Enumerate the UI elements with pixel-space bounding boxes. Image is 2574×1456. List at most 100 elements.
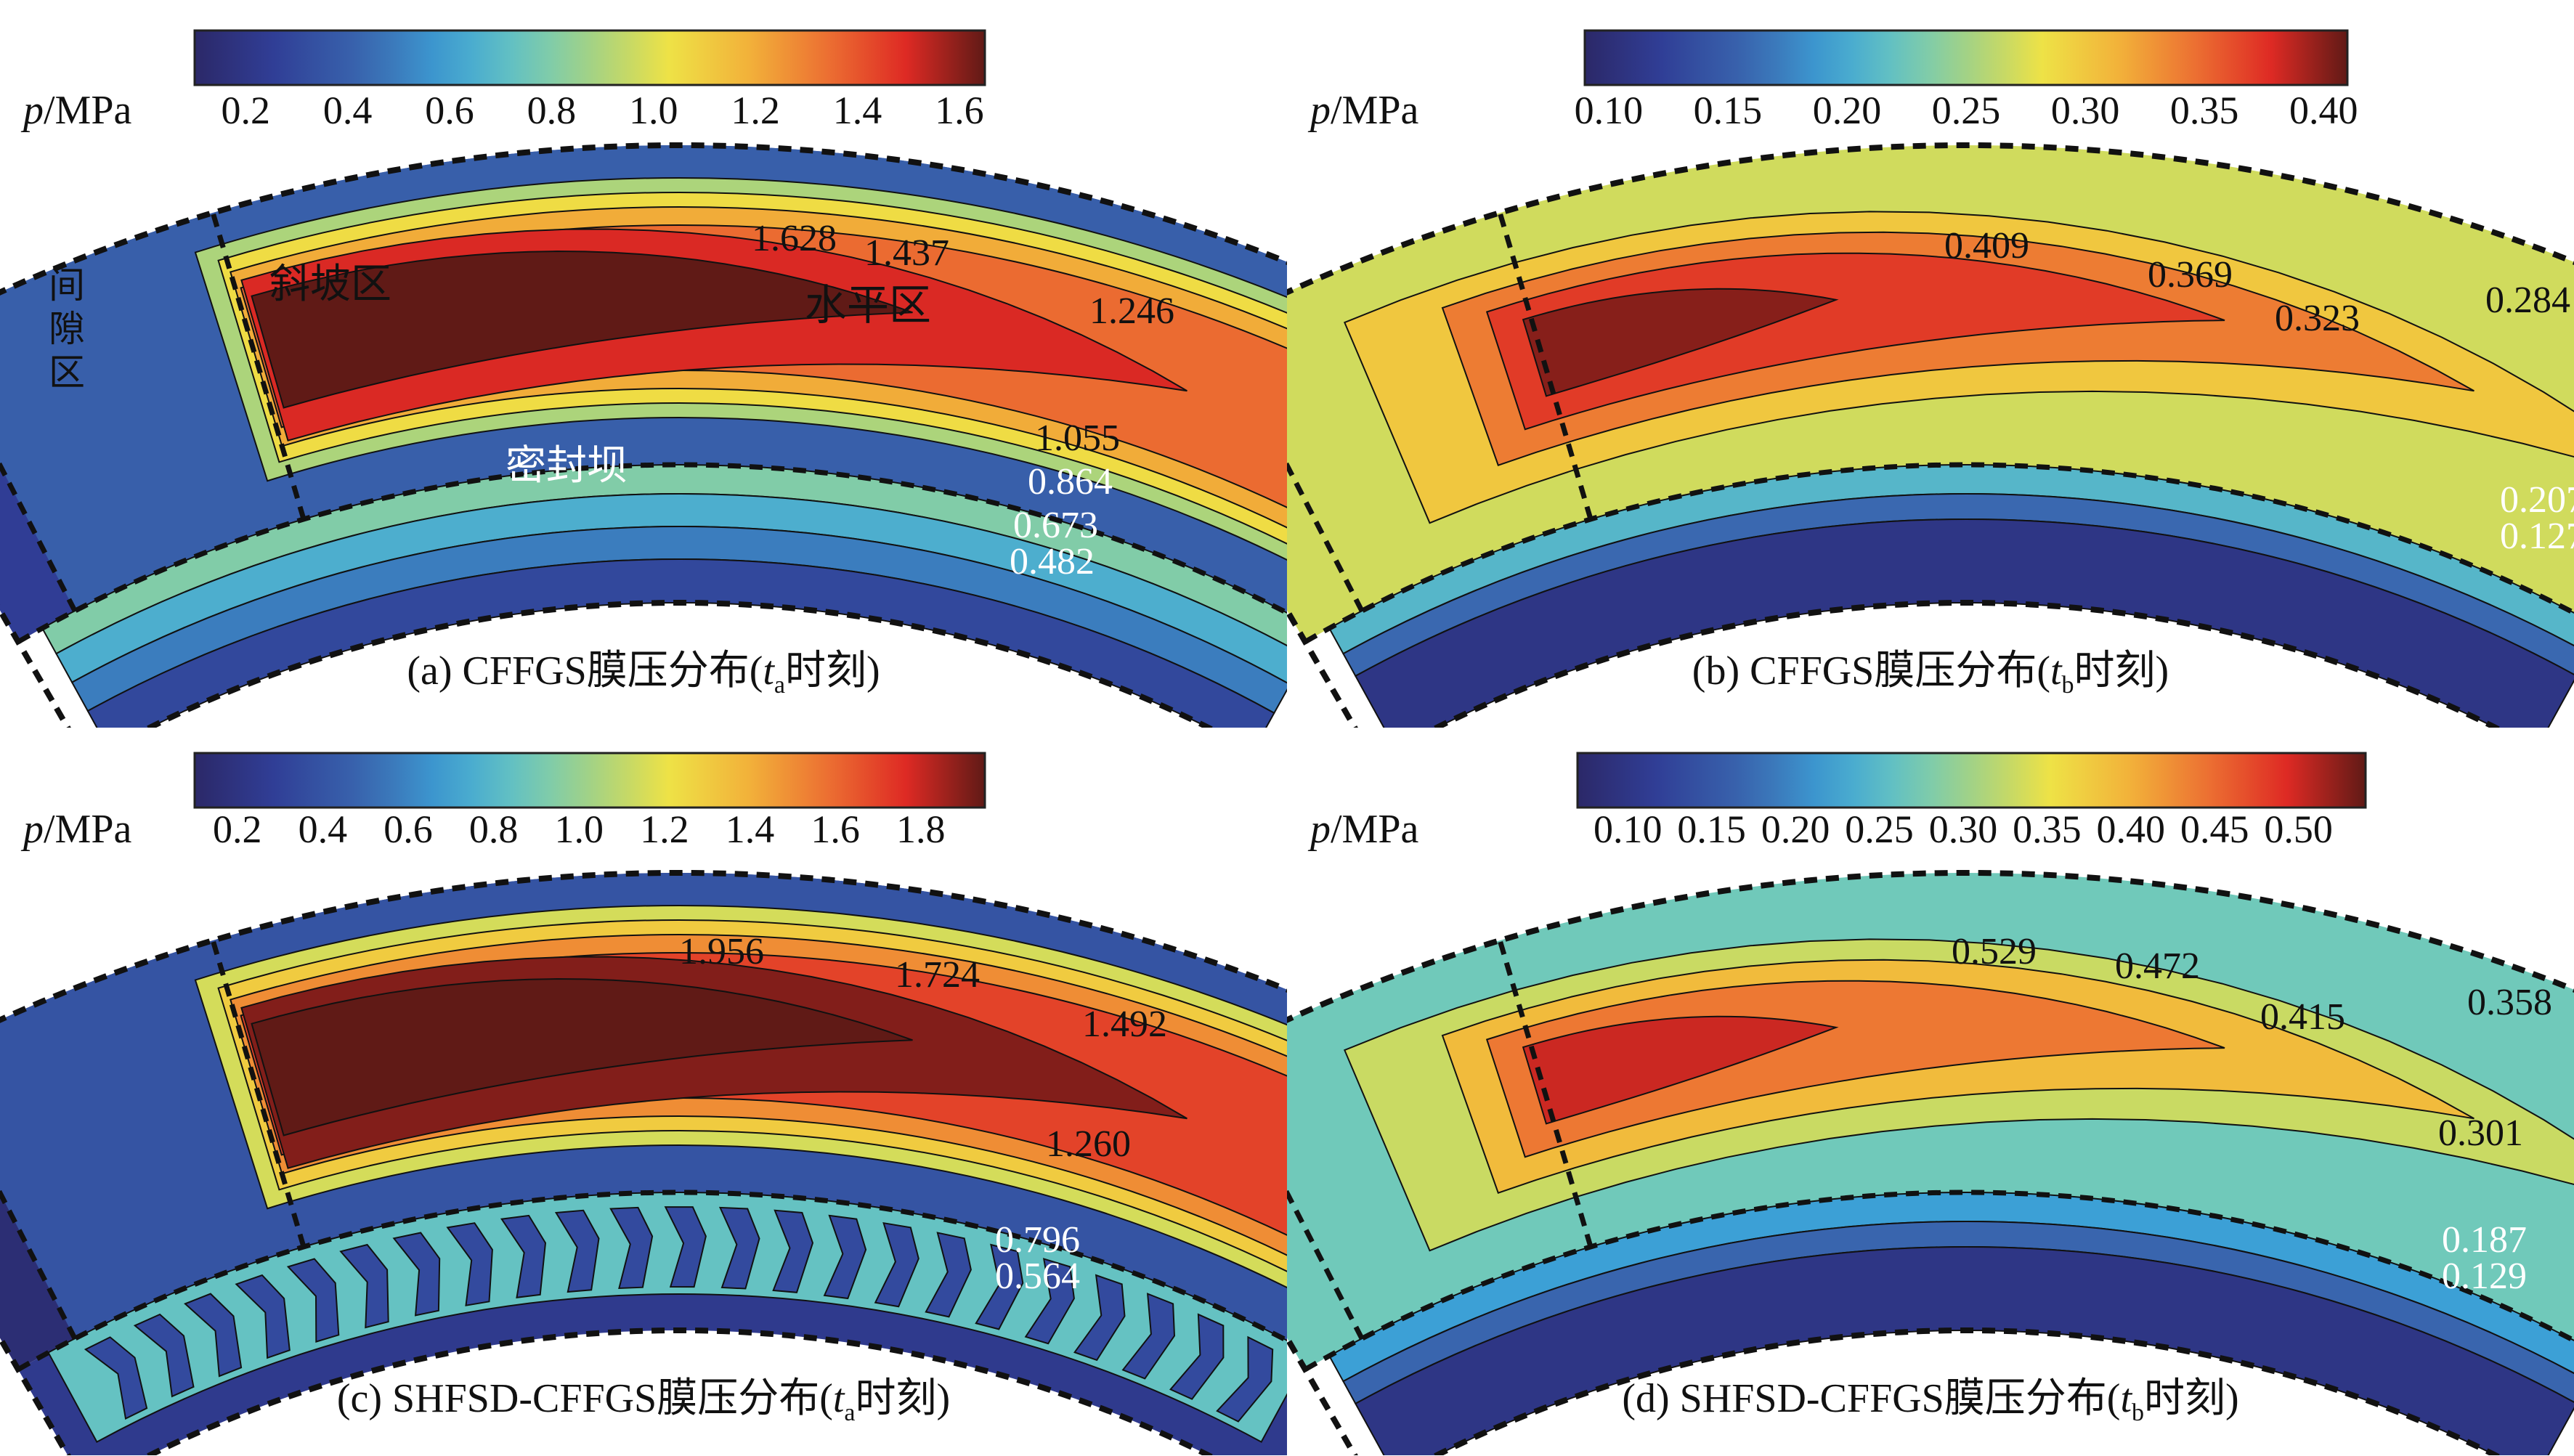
colorbar-tick-label: 0.25 xyxy=(1932,89,2001,132)
colorbar-unit-label: p/MPa xyxy=(1307,88,1418,133)
colorbar-tick-label: 0.45 xyxy=(2180,808,2249,851)
colorbar-tick-label: 0.15 xyxy=(1677,808,1746,851)
chart-svg: p/MPa 0.10 0.15 0.20 0.25 0.30 0.35 0.40 0.45 0.5… xyxy=(1287,752,2574,1455)
contour-value-label: 0.796 xyxy=(995,1219,1080,1261)
contour-value-label: 0.564 xyxy=(995,1256,1080,1297)
clearance-boundary-line xyxy=(1287,460,1365,612)
colorbar-tick-label: 0.20 xyxy=(1813,89,1882,132)
panel-a: p/MPa 0.2 0.4 0.6 0.8 1.0 1.2 1.4 1.6 间隙区 斜坡区 水平区 密封… xyxy=(0,0,1287,728)
caption-time-symbol: t xyxy=(2120,1376,2132,1421)
caption-text: 时刻) xyxy=(785,648,880,694)
spiral-groove xyxy=(1073,1274,1126,1362)
domain-boundary xyxy=(1287,870,2574,1455)
pressure-contour xyxy=(251,977,913,1136)
contour-value-label: 1.437 xyxy=(864,232,949,274)
region-label-clearance: 隙 xyxy=(49,309,85,349)
spiral-groove xyxy=(392,1232,441,1317)
spiral-groove xyxy=(235,1274,291,1359)
caption-time-symbol: t xyxy=(2050,648,2062,694)
colorbar-tick-label: 0.15 xyxy=(1694,89,1763,132)
colorbar-tick-label: 0.25 xyxy=(1845,808,1914,851)
contour-value-label: 0.529 xyxy=(1952,931,2037,972)
spiral-groove xyxy=(874,1221,919,1308)
contour-value-label: 1.055 xyxy=(1035,418,1120,459)
colorbar-tick-label: 1.4 xyxy=(833,89,882,132)
panel-caption: (b) CFFGS膜压分布(tb时刻) xyxy=(1287,638,2574,699)
domain-boundary xyxy=(0,142,1287,728)
caption-time-subscript: b xyxy=(2132,1399,2145,1427)
contour-value-label: 0.129 xyxy=(2442,1256,2527,1297)
domain-boundary xyxy=(0,870,1287,1455)
spiral-groove xyxy=(184,1293,243,1378)
colorbar-tick-label: 1.0 xyxy=(629,89,678,132)
caption-text: (a) CFFGS膜压分布( xyxy=(407,648,763,694)
clearance-boundary-line xyxy=(1287,1187,1365,1340)
spiral-groove xyxy=(823,1214,867,1300)
spiral-groove xyxy=(718,1206,760,1290)
spiral-groove xyxy=(133,1313,195,1398)
colorbar-tick-label: 0.10 xyxy=(1593,808,1662,851)
colorbar-tick-label: 1.2 xyxy=(731,89,780,132)
spiral-groove xyxy=(772,1209,814,1293)
chart-svg: p/MPa 0.10 0.15 0.20 0.25 0.30 0.35 0.400.4090.… xyxy=(1287,29,2574,728)
colorbar-tick-label: 0.2 xyxy=(213,808,262,851)
region-label-clearance: 间 xyxy=(49,265,85,306)
contour-value-label: 0.369 xyxy=(2148,254,2233,296)
contour-value-label: 1.724 xyxy=(895,954,980,996)
spiral-groove xyxy=(1024,1258,1075,1345)
colorbar-tick-label: 0.35 xyxy=(2170,89,2239,132)
panel-caption: (c) SHFSD-CFFGS膜压分布(ta时刻) xyxy=(0,1365,1287,1427)
colorbar xyxy=(1583,29,2349,86)
pressure-contour xyxy=(251,250,913,409)
colorbar-tick-label: 0.2 xyxy=(221,89,270,132)
colorbar-tick-label: 1.6 xyxy=(811,808,860,851)
colorbar-tick-label: 0.8 xyxy=(469,808,519,851)
clearance-boundary-line xyxy=(0,1187,78,1340)
caption-text: 时刻) xyxy=(855,1376,951,1421)
contour-value-label: 0.301 xyxy=(2438,1113,2523,1154)
contour-value-label: 1.260 xyxy=(1046,1123,1131,1165)
spiral-groove xyxy=(554,1209,600,1293)
colorbar-unit-label: p/MPa xyxy=(20,88,131,133)
contour-value-label: 0.187 xyxy=(2442,1219,2527,1261)
caption-text: 时刻) xyxy=(2144,1376,2239,1421)
spiral-groove xyxy=(609,1206,654,1290)
spiral-groove xyxy=(1216,1335,1274,1423)
spiral-groove xyxy=(664,1206,707,1288)
contour-value-label: 0.409 xyxy=(1944,225,2029,267)
colorbar xyxy=(1576,752,2367,809)
spiral-groove xyxy=(84,1336,148,1420)
colorbar-tick-label: 0.20 xyxy=(1761,808,1830,851)
contour-value-label: 0.472 xyxy=(2115,945,2200,987)
contour-value-label: 1.246 xyxy=(1089,290,1174,332)
contour-value-label: 0.207 xyxy=(2500,479,2574,521)
clearance-boundary-line xyxy=(0,460,78,612)
colorbar-tick-label: 0.40 xyxy=(2097,808,2166,851)
contour-value-label: 0.864 xyxy=(1028,461,1113,503)
caption-text: (d) SHFSD-CFFGS膜压分布( xyxy=(1622,1376,2121,1421)
contour-value-label: 0.284 xyxy=(2485,280,2570,321)
caption-text: (b) CFFGS膜压分布( xyxy=(1692,648,2050,694)
panel-b: p/MPa 0.10 0.15 0.20 0.25 0.30 0.35 0.40 0.409 0.… xyxy=(1287,0,2574,728)
colorbar-tick-label: 1.0 xyxy=(555,808,604,851)
contour-value-label: 1.492 xyxy=(1082,1004,1167,1045)
spiral-groove xyxy=(500,1214,547,1298)
spiral-groove xyxy=(1121,1293,1176,1380)
colorbar-tick-label: 0.35 xyxy=(2013,808,2082,851)
caption-time-symbol: t xyxy=(832,1376,845,1421)
colorbar xyxy=(193,29,986,86)
contour-value-label: 0.127 xyxy=(2500,516,2574,557)
caption-text: 时刻) xyxy=(2074,648,2169,694)
contour-plot: 0.409 0.369 0.323 0.284 0.2070.127 xyxy=(1287,142,2574,728)
colorbar-tick-label: 0.6 xyxy=(425,89,474,132)
pressure-contour xyxy=(1522,1015,1839,1125)
colorbar-tick-label: 0.30 xyxy=(2051,89,2120,132)
contour-value-label: 0.323 xyxy=(2275,298,2360,339)
caption-time-subscript: b xyxy=(2061,672,2074,699)
contour-value-label: 0.482 xyxy=(1010,541,1095,582)
region-label-ramp: 斜坡区 xyxy=(269,262,391,307)
colorbar-tick-label: 0.40 xyxy=(2289,89,2358,132)
